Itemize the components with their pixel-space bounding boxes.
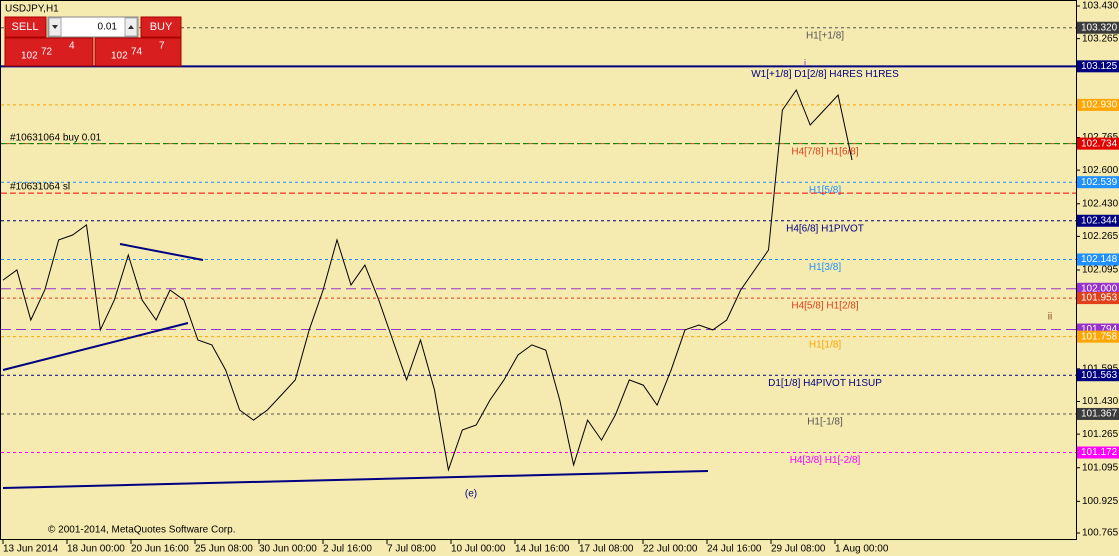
level-text: H1[3/8]	[809, 262, 841, 273]
copyright: © 2001-2014, MetaQuotes Software Corp.	[48, 525, 235, 536]
level-tag-label: 103.125	[1081, 61, 1118, 72]
level-tag-label: 102.539	[1081, 177, 1118, 188]
time-label: 2 Jul 16:00	[323, 544, 372, 555]
axis-tick-label: 102.095	[1082, 265, 1119, 276]
level-tag-label: 103.320	[1081, 22, 1118, 33]
time-label: 30 Jun 00:00	[259, 544, 317, 555]
buy-button[interactable]	[140, 16, 182, 38]
ask-main[interactable]: 74	[131, 47, 143, 58]
axis-tick-label: 101.265	[1082, 429, 1119, 440]
time-label: 7 Jul 08:00	[387, 544, 436, 555]
time-label: 20 Jun 16:00	[131, 544, 189, 555]
spinner-arrow	[128, 25, 134, 29]
axis-tick-label: 103.265	[1082, 33, 1119, 44]
buy-label[interactable]: BUY	[150, 21, 173, 33]
bid-sup[interactable]: 4	[69, 41, 75, 52]
level-text: D1[1/8] H4PIVOT H1SUP	[768, 378, 882, 389]
level-tag	[1077, 292, 1119, 305]
level-tag	[1077, 137, 1119, 150]
level-tag-label: 101.172	[1081, 447, 1118, 458]
order-label: #10631064 sl	[10, 182, 70, 193]
axis-tick-label: 102.600	[1082, 165, 1119, 176]
trend-line	[119, 243, 204, 261]
ask-big[interactable]: 102	[111, 51, 128, 62]
level-tag-label: 101.794	[1081, 324, 1118, 335]
sell-button[interactable]	[4, 16, 47, 38]
time-label: 10 Jul 00:00	[451, 544, 506, 555]
level-text: H1[-1/8]	[807, 417, 843, 428]
volume-value[interactable]: 0.01	[98, 22, 118, 33]
bid-big[interactable]: 102	[21, 51, 38, 62]
level-tag	[1077, 330, 1119, 343]
price-series	[2, 88, 853, 472]
time-label: 29 Jul 08:00	[771, 544, 826, 555]
order-label: #10631064 buy 0.01	[10, 132, 102, 143]
trade-panel: SELL 0.01 BUY 102 72 4 102 74 7	[4, 16, 182, 67]
time-label: 13 Jun 2014	[3, 544, 58, 555]
level-text: W1[+1/8] D1[2/8] H4RES H1RES	[751, 69, 899, 80]
spinner-arrow	[52, 25, 58, 29]
symbol-title: USDJPY,H1	[5, 4, 59, 15]
level-text: H1[+1/8]	[806, 30, 844, 41]
volume-input[interactable]	[47, 16, 139, 38]
trend-line	[2, 470, 709, 489]
level-tag-label: 101.563	[1081, 370, 1118, 381]
level-tag-label: 102.344	[1081, 215, 1118, 226]
axis-tick-label: 101.430	[1082, 396, 1119, 407]
level-tag-label: 102.000	[1081, 283, 1118, 294]
level-text: H4[7/8] H1[6/8]	[791, 146, 858, 157]
time-label: 24 Jul 16:00	[707, 544, 762, 555]
axis-tick-label: 100.925	[1082, 496, 1119, 507]
level-tag	[1077, 369, 1119, 382]
level-tag-label: 102.734	[1081, 138, 1118, 149]
axis-tick-label: 102.265	[1082, 231, 1119, 242]
ask-sup[interactable]: 7	[159, 41, 165, 52]
wave-label: (e)	[465, 489, 477, 500]
level-tag	[1077, 214, 1119, 227]
time-label: 18 Jun 00:00	[67, 544, 125, 555]
axis-tick-label: 100.765	[1082, 528, 1119, 539]
level-tag-label: 101.758	[1081, 331, 1118, 342]
ask-box[interactable]	[94, 37, 182, 67]
level-tag-label: 102.148	[1081, 254, 1118, 265]
level-tag	[1077, 407, 1119, 420]
level-text: H1[1/8]	[809, 339, 841, 350]
level-text: H4[6/8] H1PIVOT	[786, 223, 864, 234]
level-tag	[1077, 21, 1119, 34]
level-tag	[1077, 253, 1119, 266]
level-text: H4[3/8] H1[-2/8]	[790, 455, 861, 466]
level-tag	[1077, 282, 1119, 295]
level-tag	[1077, 60, 1119, 73]
trend-line	[2, 322, 189, 371]
level-tag-label: 102.930	[1081, 100, 1118, 111]
level-tag	[1077, 98, 1119, 111]
level-text: H1[5/8]	[809, 185, 841, 196]
wave-label: ii	[1048, 312, 1052, 323]
bid-box[interactable]	[4, 37, 94, 67]
time-label: 22 Jul 00:00	[643, 544, 698, 555]
price-axis: 103.430103.265102.765102.600102.430102.2…	[1076, 1, 1119, 539]
level-tag-label: 101.953	[1081, 293, 1118, 304]
wave-label: i	[804, 59, 806, 70]
time-label: 25 Jun 08:00	[195, 544, 253, 555]
time-axis: 13 Jun 2014 18 Jun 00:00 20 Jun 16:00 25 Ju…	[2, 540, 889, 555]
time-label: 17 Jul 08:00	[579, 544, 634, 555]
level-text: H4[5/8] H1[2/8]	[791, 301, 858, 312]
axis-tick-label: 101.095	[1082, 462, 1119, 473]
axis-tick-label: 103.430	[1082, 1, 1119, 12]
axis-tick-label: 101.595	[1082, 364, 1119, 375]
price-line	[2, 88, 853, 472]
level-tag	[1077, 176, 1119, 189]
level-tags: 103.320 103.125 102.930 102.734 102.539 102.3…	[1077, 21, 1119, 459]
level-tag	[1077, 446, 1119, 459]
time-label: 1 Aug 00:00	[835, 544, 889, 555]
sell-label[interactable]: SELL	[12, 21, 39, 33]
bid-main[interactable]: 72	[41, 47, 53, 58]
time-label: 14 Jul 16:00	[515, 544, 570, 555]
level-tag-label: 101.367	[1081, 409, 1118, 420]
axis-tick-label: 102.430	[1082, 198, 1119, 209]
